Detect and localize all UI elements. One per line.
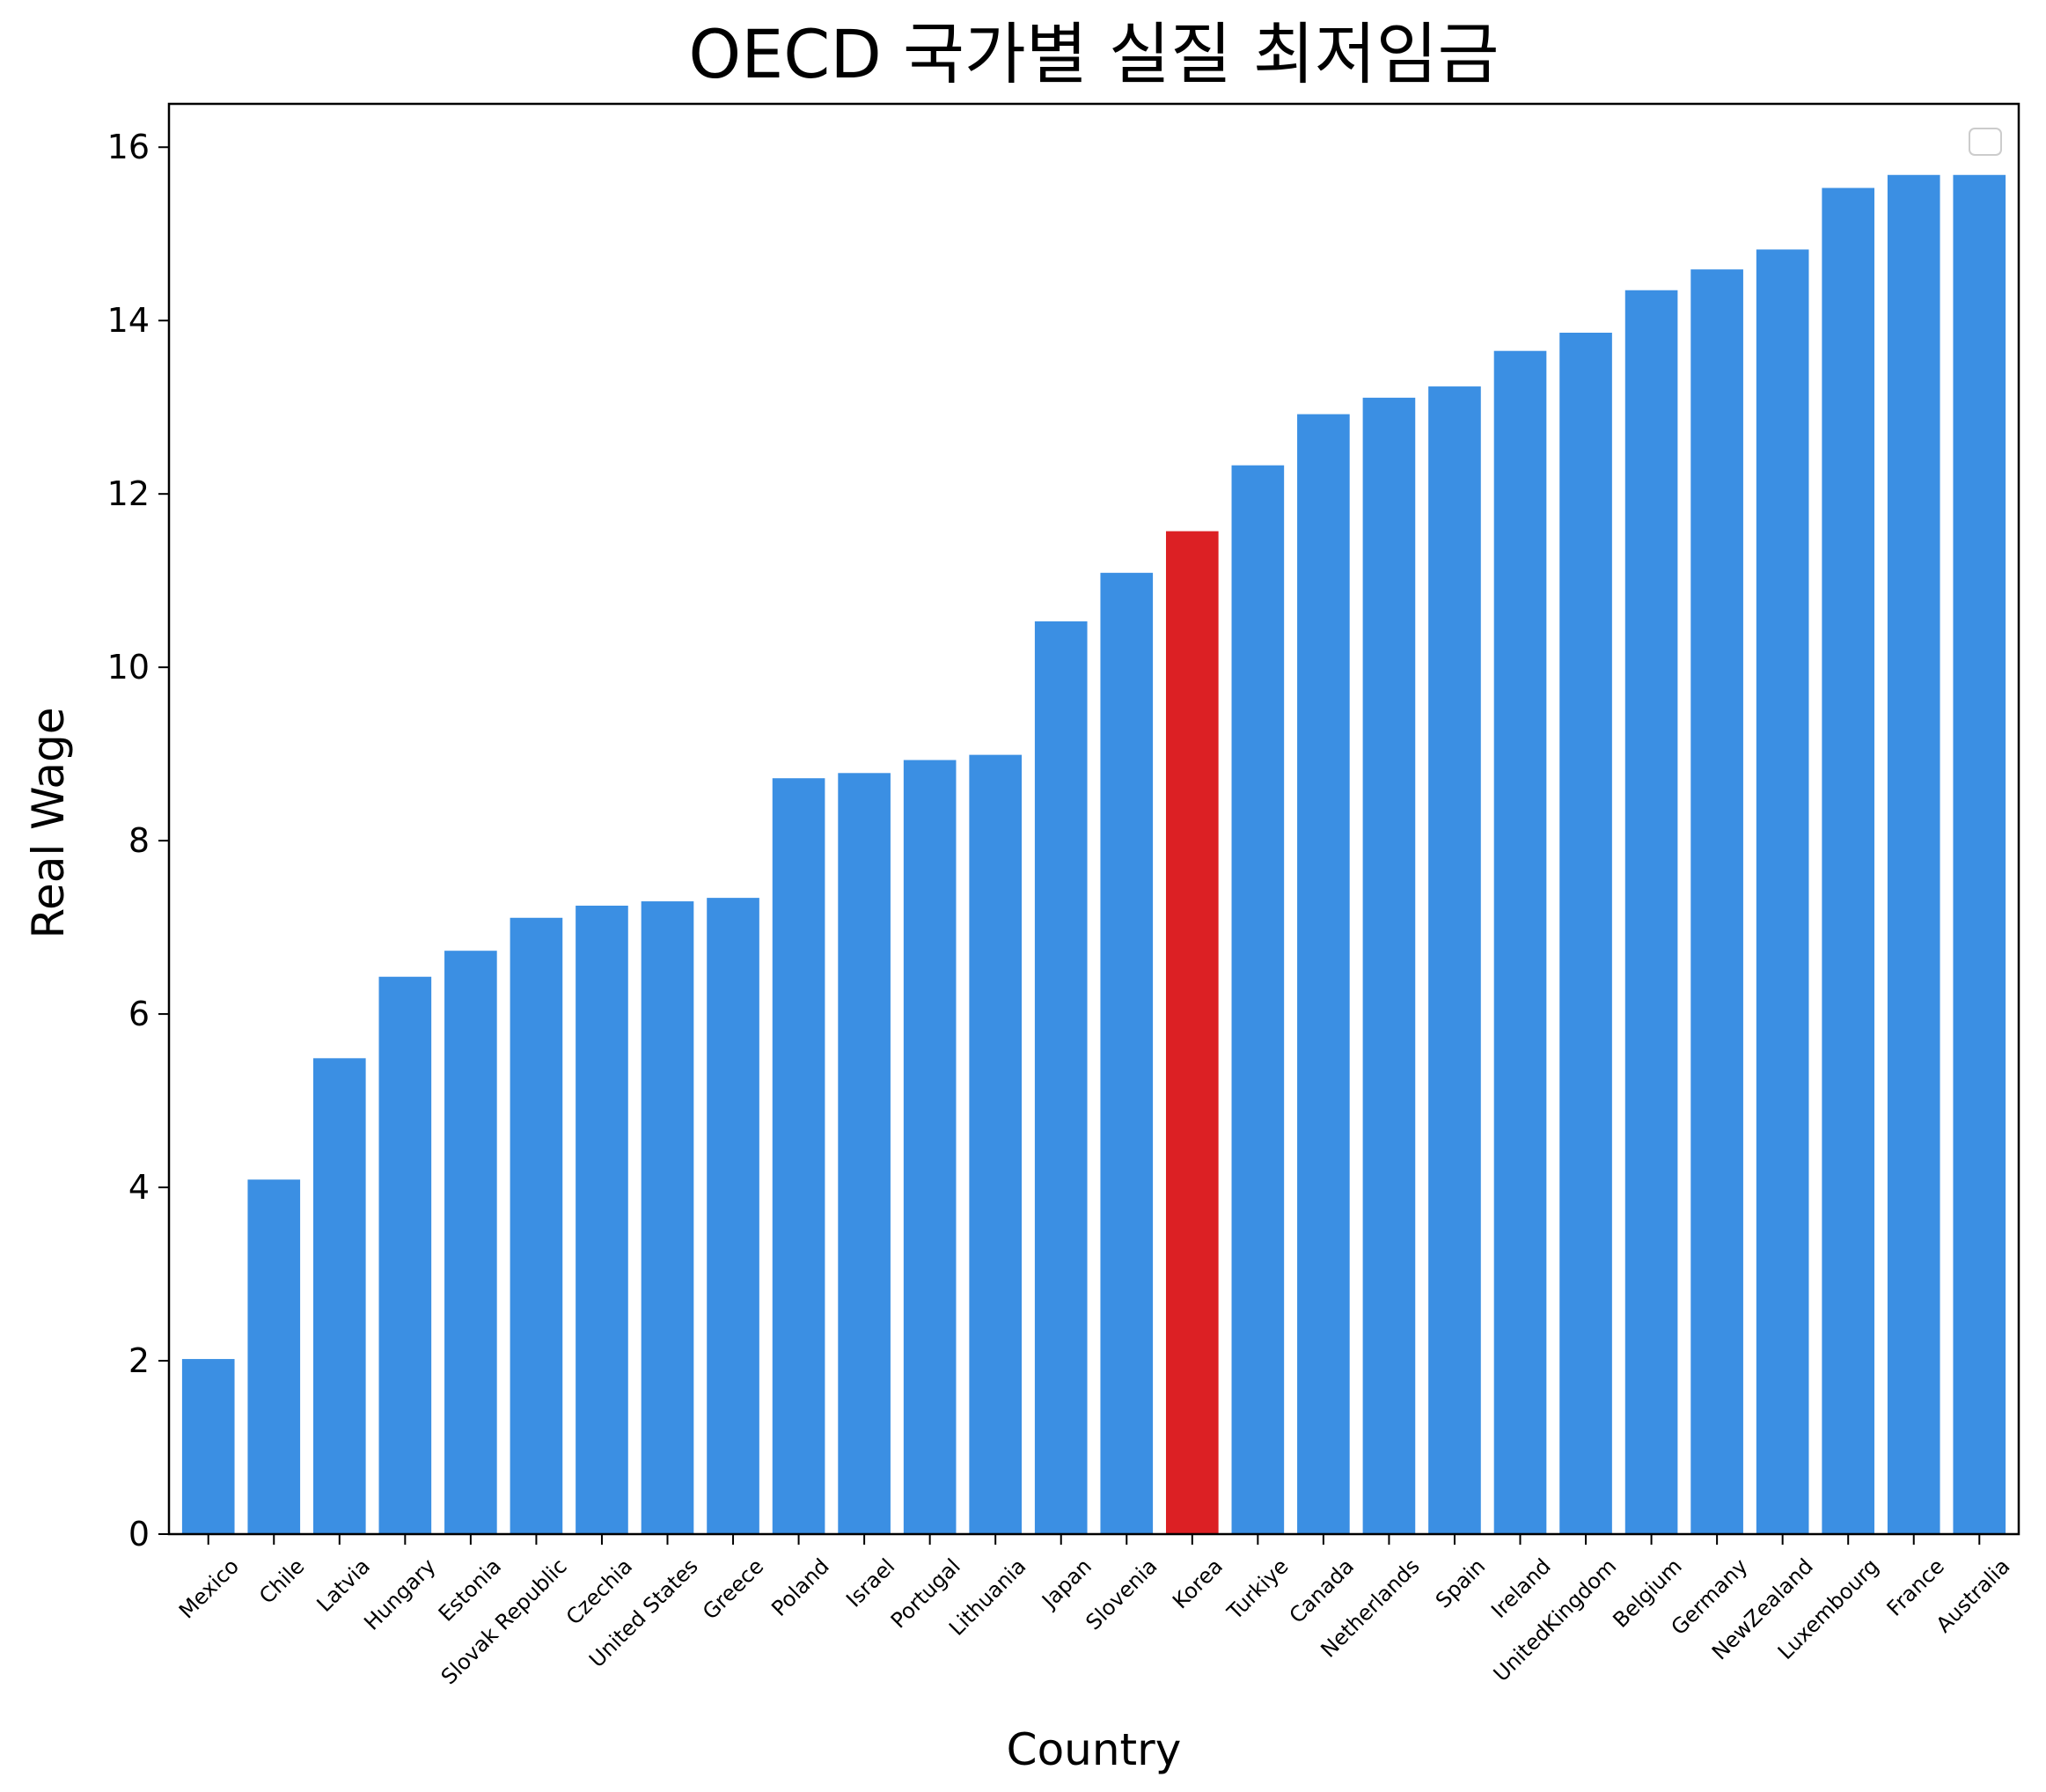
bar-hungary: [378, 976, 432, 1534]
y-tick-label: 0: [128, 1515, 150, 1553]
y-tick-label: 16: [107, 128, 150, 166]
bar-unitedkingdom: [1559, 333, 1612, 1534]
bar-canada: [1297, 414, 1350, 1535]
bar-czechia: [576, 905, 628, 1534]
x-tick-label: Turkiye: [1222, 1553, 1294, 1625]
y-tick-label: 4: [128, 1168, 150, 1207]
bar-united-states: [641, 901, 694, 1534]
bar-estonia: [444, 951, 497, 1534]
legend-box: [1969, 128, 2002, 156]
bar-spain: [1428, 386, 1481, 1534]
bar-netherlands: [1362, 397, 1416, 1534]
x-tick-label: Hungary: [359, 1553, 440, 1634]
x-tick-label: Korea: [1168, 1553, 1228, 1613]
x-tick-label: Spain: [1431, 1553, 1490, 1612]
bar-ireland: [1493, 350, 1547, 1535]
bar-portugal: [903, 760, 957, 1534]
bar-slovenia: [1100, 572, 1154, 1534]
chart-title: OECD 국가별 실질 최저임금: [688, 15, 1499, 93]
bar-lithuania: [969, 754, 1023, 1534]
y-axis-label: Real Wage: [23, 707, 74, 938]
bar-mexico: [181, 1359, 235, 1534]
x-tick-label: UnitedKingdom: [1489, 1553, 1622, 1686]
bar-france: [1887, 174, 1940, 1534]
x-tick-label: Poland: [766, 1553, 833, 1620]
bar-newzealand: [1756, 249, 1809, 1535]
bar-australia: [1953, 174, 2006, 1534]
y-tick-label: 10: [107, 648, 150, 687]
bar-poland: [772, 778, 825, 1534]
x-tick-label: Slovak Republic: [436, 1553, 572, 1689]
bar-belgium: [1624, 290, 1678, 1534]
x-tick-label: Chile: [254, 1553, 309, 1608]
bar-germany: [1690, 269, 1743, 1534]
y-axis: 0 2 4 6 8 10 12 14 16: [107, 128, 169, 1553]
y-tick-label: 6: [128, 995, 150, 1033]
x-tick-label: Japan: [1036, 1553, 1096, 1614]
x-tick-label: Slovenia: [1081, 1553, 1162, 1634]
bar-chile: [247, 1179, 301, 1534]
plot-frame: [167, 102, 2020, 1536]
x-tick-label: Latvia: [312, 1553, 375, 1616]
x-tick-label: Greece: [698, 1553, 768, 1624]
bar-turkiye: [1231, 465, 1285, 1535]
x-tick-label: Israel: [841, 1553, 899, 1612]
bar-greece: [707, 898, 759, 1534]
y-tick-label: 12: [107, 474, 150, 513]
bar-slovak-republic: [510, 917, 563, 1534]
bar-luxembourg: [1822, 187, 1875, 1534]
y-tick-label: 2: [128, 1341, 150, 1380]
x-axis-label: Country: [1007, 1724, 1182, 1775]
y-tick-label: 14: [107, 301, 150, 340]
y-tick-label: 8: [128, 821, 150, 860]
bar-israel: [838, 773, 891, 1534]
bar-korea: [1165, 531, 1219, 1534]
bars-group: [181, 174, 2006, 1535]
x-tick-label: Mexico: [174, 1553, 244, 1623]
bar-japan: [1034, 621, 1088, 1535]
bar-latvia: [312, 1058, 366, 1534]
